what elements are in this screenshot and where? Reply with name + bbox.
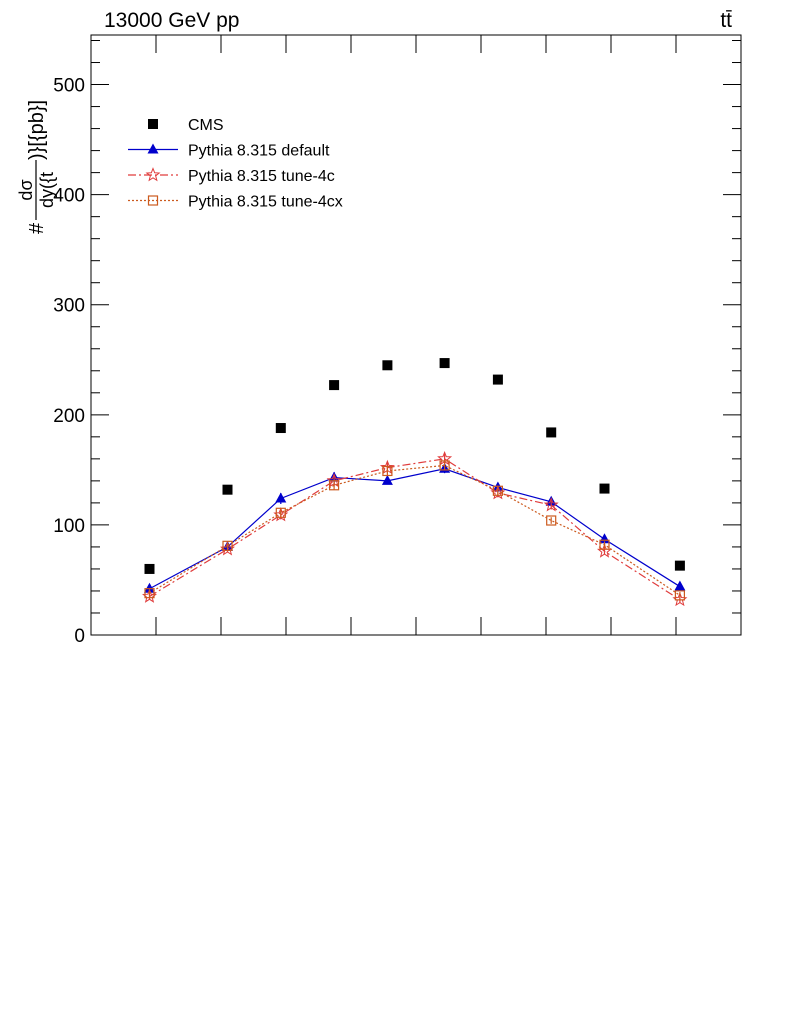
data-point [546, 515, 557, 526]
legend-label: Pythia 8.315 default [188, 143, 330, 160]
y-tick-label: 100 [53, 516, 85, 537]
data-point [329, 380, 340, 391]
data-point [144, 563, 155, 574]
y-axis-suffix: )}[{pb}] [26, 100, 48, 160]
series-line [149, 468, 681, 590]
y-tick-label: 500 [53, 76, 85, 97]
series-line [149, 458, 681, 601]
legend-marker [145, 167, 161, 182]
series-line [149, 464, 681, 596]
series-1 [144, 462, 686, 593]
y-tick-label: 400 [53, 186, 85, 207]
energy-label: 13000 GeV pp [104, 9, 239, 32]
series-0 [144, 358, 685, 574]
data-point [381, 474, 393, 485]
legend-marker [148, 119, 158, 129]
y-axis-denominator: dy({t [37, 172, 57, 208]
data-point [599, 539, 610, 550]
legend-label: Pythia 8.315 tune-4cx [188, 194, 343, 211]
legend-label: CMS [188, 117, 224, 134]
data-point [275, 492, 287, 503]
data-point [275, 507, 286, 518]
series-3 [144, 460, 686, 601]
y-axis-prefix: # [26, 222, 48, 234]
data-point [674, 590, 686, 601]
legend: CMS Pythia 8.315 default Pythia 8.315 tune… [128, 117, 343, 211]
y-axis-title: # dσ dy({t )}[{pb}] [16, 100, 57, 234]
y-tick-label: 300 [53, 296, 85, 317]
data-point [382, 465, 393, 477]
y-tick-label: 200 [53, 406, 85, 427]
series-layer [142, 358, 688, 607]
legend-marker [147, 143, 159, 154]
data-point [599, 483, 610, 494]
process-label: tt̄ [720, 9, 732, 32]
data-point [144, 582, 155, 593]
data-point [543, 497, 559, 512]
data-point [674, 560, 685, 571]
axes: 0 100 200 300 400 500 [53, 35, 741, 647]
data-point [439, 460, 450, 471]
data-point [674, 580, 686, 591]
data-point [222, 540, 233, 551]
data-point [492, 485, 503, 496]
y-axis-numerator: dσ [16, 179, 36, 200]
data-point [222, 484, 233, 495]
legend-label: Pythia 8.315 tune-4c [188, 168, 335, 185]
legend-marker [147, 195, 159, 206]
data-point [329, 480, 340, 491]
data-point [382, 360, 393, 371]
data-point [439, 358, 450, 369]
data-point [275, 423, 286, 434]
data-point [492, 374, 503, 385]
data-point [144, 588, 155, 599]
data-point [546, 427, 557, 438]
y-tick-label: 0 [74, 626, 85, 647]
